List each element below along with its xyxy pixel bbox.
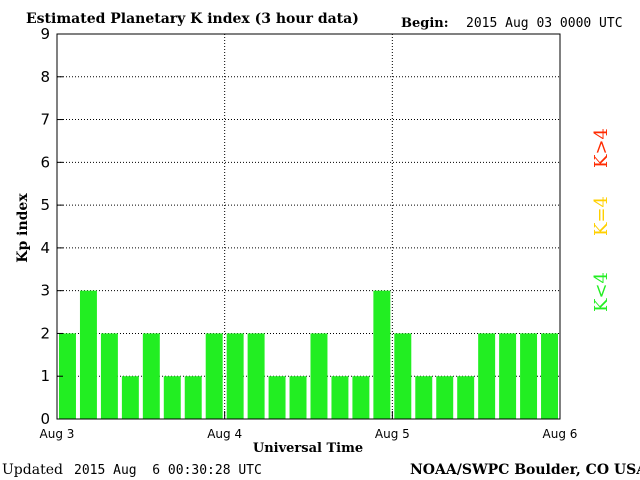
- x-tick-label: Aug 5: [375, 427, 410, 441]
- updated-value: 2015 Aug 6 00:30:28 UTC: [74, 463, 262, 478]
- grid-lines: [57, 34, 560, 419]
- kp-bar: [59, 333, 76, 419]
- y-tick-label: 9: [40, 25, 50, 43]
- y-tick-label: 6: [40, 153, 50, 171]
- x-tick-label: Aug 4: [207, 427, 242, 441]
- chart-title: Estimated Planetary K index (3 hour data…: [26, 11, 359, 27]
- legend-k-equal-4: K=4: [591, 196, 612, 236]
- y-tick-label: 2: [40, 324, 50, 342]
- x-tick-label: Aug 3: [40, 427, 75, 441]
- kp-bar: [184, 376, 202, 419]
- kp-bar: [394, 333, 412, 419]
- kp-bar: [541, 333, 558, 419]
- kp-bar: [268, 376, 286, 419]
- y-axis-label: Kp index: [15, 193, 31, 263]
- kp-bar: [436, 376, 454, 419]
- kp-bar: [142, 333, 160, 419]
- kp-bar: [163, 376, 181, 419]
- x-axis-label: Universal Time: [253, 441, 363, 456]
- kp-bar: [457, 376, 475, 419]
- kp-bar: [79, 290, 97, 419]
- updated-label: Updated: [2, 462, 63, 478]
- y-tick-label: 5: [40, 196, 50, 214]
- legend-k-less-4: K<4: [591, 272, 612, 312]
- y-tick-label: 8: [40, 68, 50, 86]
- y-tick-label: 1: [40, 367, 50, 385]
- kp-bar: [310, 333, 328, 419]
- kp-bar: [331, 376, 349, 419]
- kp-bar: [121, 376, 139, 419]
- kp-bar: [247, 333, 265, 419]
- y-tick-label: 0: [40, 410, 50, 428]
- begin-label: Begin:: [401, 16, 449, 31]
- kp-bar: [415, 376, 433, 419]
- y-tick-label: 4: [40, 239, 50, 257]
- kp-bar: [100, 333, 118, 419]
- legend-k-greater-4: K>4: [591, 128, 612, 168]
- bars: [59, 290, 558, 419]
- kp-bar: [520, 333, 538, 419]
- kp-bar: [205, 333, 223, 419]
- x-axis-ticks: Aug 3 Aug 4 Aug 5 Aug 6: [40, 411, 578, 441]
- y-axis-ticks: 0 1 2 3 4 5 6 7 8 9: [40, 25, 63, 428]
- kp-bar: [352, 376, 370, 419]
- begin-value: 2015 Aug 03 0000 UTC: [466, 16, 623, 31]
- kp-bar: [226, 333, 244, 419]
- plot-frame: [56, 33, 561, 420]
- x-tick-label: Aug 6: [543, 427, 578, 441]
- credit-text: NOAA/SWPC Boulder, CO USA: [410, 462, 640, 478]
- y-tick-label: 7: [40, 111, 50, 129]
- kp-bar: [499, 333, 517, 419]
- kp-bar: [373, 290, 391, 419]
- kp-bar: [478, 333, 496, 419]
- kp-bar: [289, 376, 307, 419]
- y-tick-label: 3: [40, 282, 50, 300]
